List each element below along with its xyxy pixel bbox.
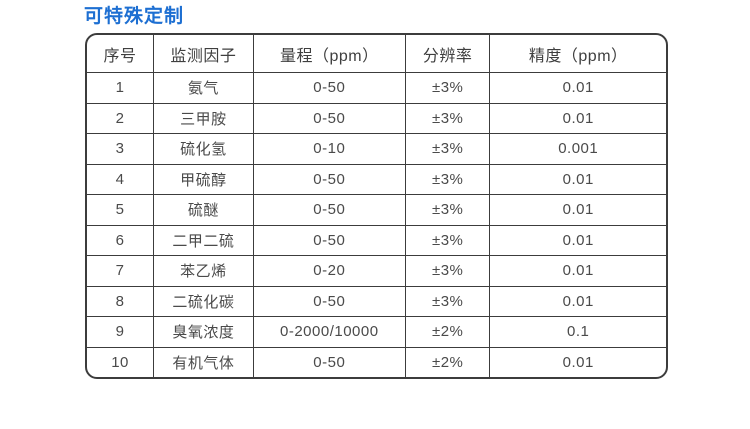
table-cell: 臭氧浓度 <box>153 316 254 348</box>
header-cell-resolution: 分辨率 <box>405 35 491 73</box>
table-cell: ±3% <box>405 133 491 165</box>
table-cell: 3 <box>87 133 155 165</box>
table-cell: 0.01 <box>489 72 666 104</box>
table-cell: 1 <box>87 72 155 104</box>
table-cell: 9 <box>87 316 155 348</box>
table-cell: 0-50 <box>253 164 406 195</box>
table-cell: ±2% <box>405 347 491 377</box>
page-title: 可特殊定制 <box>84 6 185 27</box>
table-row: 2 三甲胺 0-50 ±3% 0.01 <box>87 103 666 134</box>
table-row: 3 硫化氢 0-10 ±3% 0.001 <box>87 133 666 165</box>
table-body: 1 氨气 0-50 ±3% 0.01 2 三甲胺 0-50 ±3% 0.01 3 硫化氢 0-10 ±3%… <box>87 72 666 377</box>
table-cell: 二硫化碳 <box>153 286 254 317</box>
table-cell: 0.01 <box>489 164 666 195</box>
table-cell: 0-50 <box>253 225 406 256</box>
table-row: 1 氨气 0-50 ±3% 0.01 <box>87 72 666 104</box>
table-cell: 0.1 <box>489 316 666 348</box>
table-cell: ±3% <box>405 225 491 256</box>
spec-table-container: 序号 监测因子 量程（ppm） 分辨率 精度（ppm） 1 氨气 0-50 ±3% 0.… <box>85 33 668 379</box>
table-cell: 0.01 <box>489 286 666 317</box>
table-cell: 硫化氢 <box>153 133 254 165</box>
table-cell: 氨气 <box>153 72 254 104</box>
table-cell: 0.01 <box>562 353 594 371</box>
table-cell: 0-50 <box>253 103 406 134</box>
table-cell: 2 <box>87 103 155 134</box>
table-row: 8 二硫化碳 0-50 ±3% 0.01 <box>87 286 666 317</box>
table-cell: 0-50 <box>253 194 406 226</box>
header-cell-factor: 监测因子 <box>153 35 254 73</box>
header-cell-range: 量程（ppm） <box>253 35 406 73</box>
table-cell: ±3% <box>405 72 491 104</box>
table-cell: ±3% <box>405 164 491 195</box>
table-cell: 三甲胺 <box>153 103 254 134</box>
table-cell: 0-50 <box>253 72 406 104</box>
table-row: 5 硫醚 0-50 ±3% 0.01 <box>87 194 666 226</box>
table-cell: 0-50 <box>253 286 406 317</box>
table-cell: 0.01 <box>489 255 666 287</box>
table-cell: ±3% <box>405 255 491 287</box>
table-cell: 0-50 <box>253 347 406 377</box>
table-cell: 苯乙烯 <box>153 255 254 287</box>
table-cell: 0-20 <box>253 255 406 287</box>
table-cell: 0.01 <box>489 194 666 226</box>
table-cell: 二甲二硫 <box>153 225 254 256</box>
table-row: 4 甲硫醇 0-50 ±3% 0.01 <box>87 164 666 195</box>
header-cell-precision: 精度（ppm） <box>489 35 666 73</box>
table-cell: ±3% <box>405 286 491 317</box>
table-cell: 0.01 <box>489 225 666 256</box>
table-cell: 7 <box>87 255 155 287</box>
header-row: 序号 监测因子 量程（ppm） 分辨率 精度（ppm） <box>87 35 666 73</box>
table-cell: 10 <box>87 347 155 377</box>
table-header: 序号 监测因子 量程（ppm） 分辨率 精度（ppm） <box>87 35 666 73</box>
table-cell: 6 <box>87 225 155 256</box>
table-cell: 0-10 <box>253 133 406 165</box>
table-cell: 硫醚 <box>153 194 254 226</box>
table-cell: 0-2000/10000 <box>253 316 406 348</box>
header-cell-index: 序号 <box>87 35 155 73</box>
table-cell: 甲硫醇 <box>153 164 254 195</box>
table-cell: ±3% <box>405 194 491 226</box>
table-cell: 5 <box>87 194 155 226</box>
table-row: 6 二甲二硫 0-50 ±3% 0.01 <box>87 225 666 256</box>
table-row: 10 有机气体 0-50 ±2% 0.01 <box>87 347 666 377</box>
table-cell: 0.001 <box>489 133 666 165</box>
table-cell: 0.01 <box>489 103 666 134</box>
table-row: 9 臭氧浓度 0-2000/10000 ±2% 0.1 <box>87 316 666 348</box>
table-cell: 8 <box>87 286 155 317</box>
table-row: 7 苯乙烯 0-20 ±3% 0.01 <box>87 255 666 287</box>
table-cell: 4 <box>87 164 155 195</box>
table-cell: ±2% <box>405 316 491 348</box>
table-cell: ±3% <box>405 103 491 134</box>
table-cell: 有机气体 <box>153 347 254 377</box>
spec-table: 序号 监测因子 量程（ppm） 分辨率 精度（ppm） 1 氨气 0-50 ±3% 0.… <box>87 35 666 377</box>
